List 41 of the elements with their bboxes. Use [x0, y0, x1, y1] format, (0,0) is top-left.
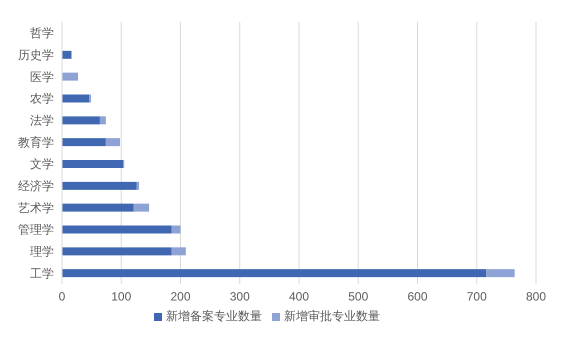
legend-label: 新增备案专业数量 — [166, 309, 262, 323]
x-tick-label: 0 — [58, 290, 66, 304]
y-tick-label: 文学 — [30, 157, 54, 172]
x-tick-label: 400 — [288, 290, 310, 304]
x-tick-label: 300 — [230, 290, 250, 304]
y-tick-label: 艺术学 — [18, 200, 54, 215]
bar — [62, 138, 106, 146]
y-tick-label: 历史学 — [18, 48, 54, 62]
x-tick-label: 200 — [170, 290, 191, 304]
y-tick-label: 工学 — [30, 266, 54, 280]
legend-label: 新增审批专业数量 — [284, 309, 380, 323]
y-tick-label: 医学 — [30, 70, 54, 84]
y-tick-label: 哲学 — [30, 26, 54, 40]
x-tick-label: 800 — [526, 290, 546, 304]
x-tick-label: 500 — [348, 290, 369, 304]
y-tick-label: 经济学 — [18, 179, 54, 194]
y-tick-label: 教育学 — [18, 135, 54, 150]
bar — [106, 138, 120, 146]
bar — [62, 72, 78, 81]
bar — [62, 247, 172, 256]
bar — [172, 226, 180, 234]
bar — [172, 247, 186, 256]
bar — [62, 50, 72, 59]
bar — [62, 182, 137, 190]
x-tick-label: 700 — [466, 290, 488, 304]
bar — [136, 182, 140, 190]
bar — [134, 204, 150, 212]
bar — [62, 204, 134, 212]
bar — [62, 226, 172, 234]
y-tick-label: 农学 — [30, 92, 54, 106]
x-tick-label: 600 — [407, 290, 428, 304]
bar — [486, 269, 515, 278]
y-tick-label: 管理学 — [18, 222, 54, 237]
bar — [100, 116, 106, 124]
bar — [62, 94, 90, 102]
bar — [62, 269, 486, 278]
bar — [62, 116, 100, 124]
x-tick-label: 100 — [111, 290, 132, 304]
y-tick-label: 法学 — [30, 114, 54, 128]
bar — [62, 160, 124, 168]
y-tick-label: 理学 — [30, 244, 54, 259]
